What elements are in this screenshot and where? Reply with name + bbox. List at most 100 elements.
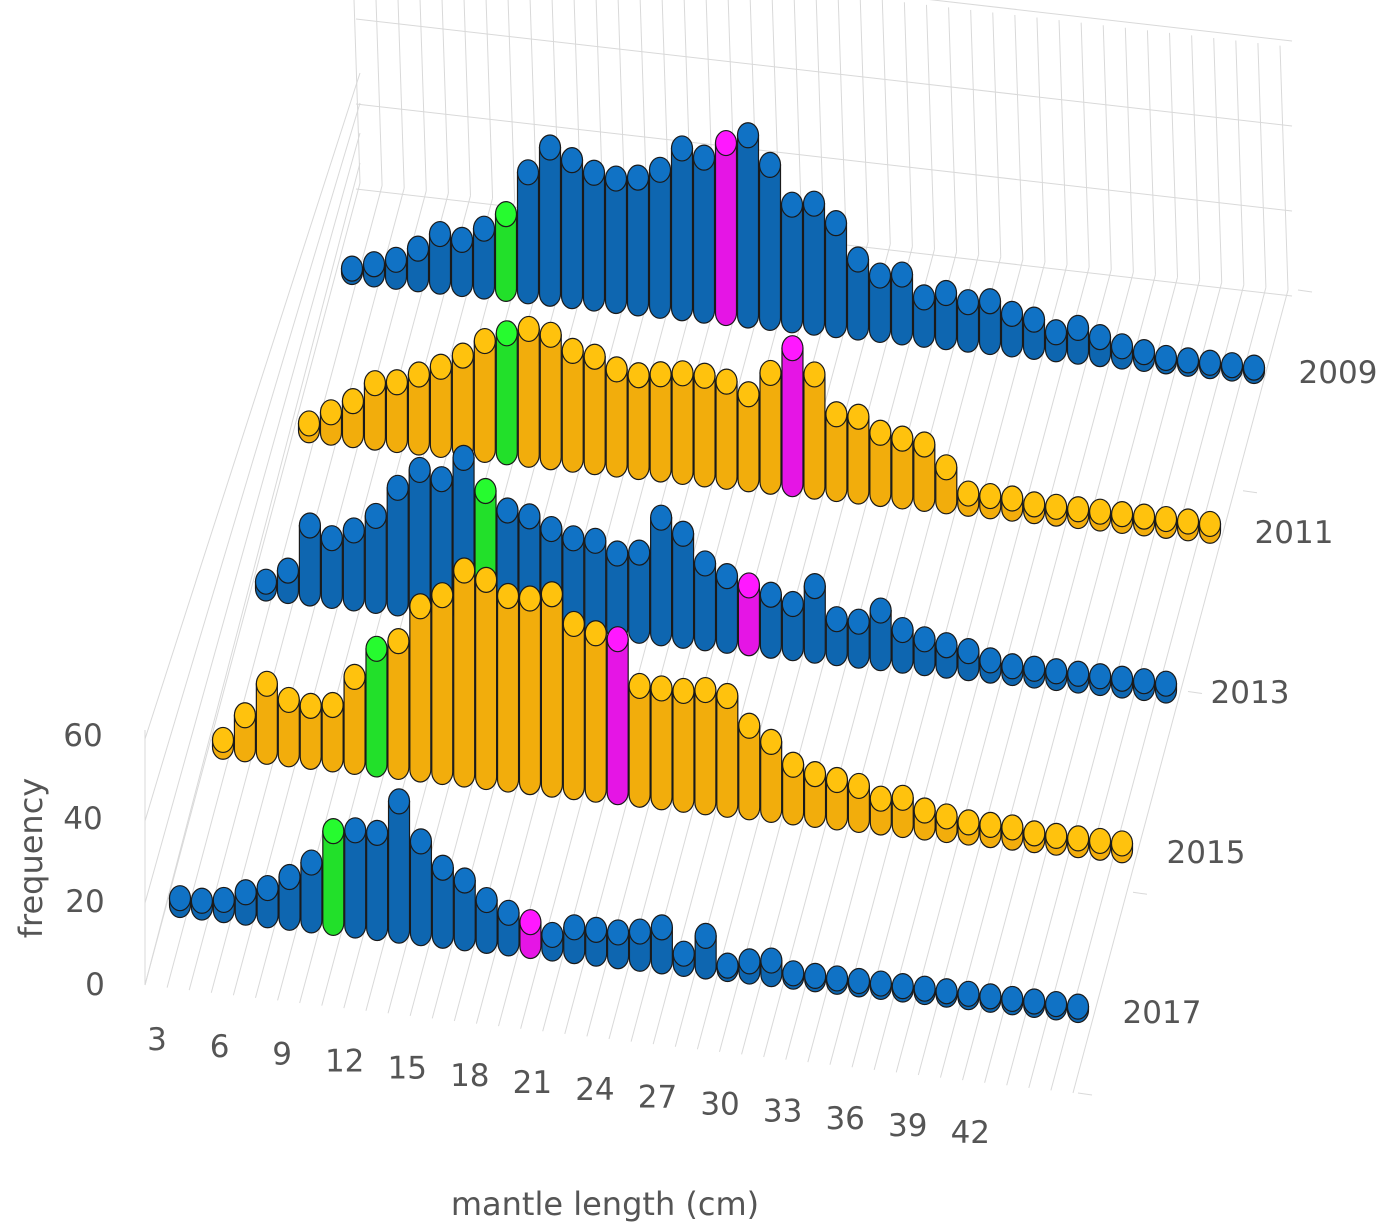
series-label: 2013 — [1211, 675, 1290, 711]
bar — [869, 419, 892, 508]
bar-top — [758, 151, 782, 178]
bar-body — [321, 704, 344, 773]
bar-top — [582, 159, 606, 186]
bar-body — [364, 515, 387, 615]
bar-top — [1001, 653, 1024, 680]
bar-top — [891, 425, 914, 452]
bar-top — [562, 610, 585, 638]
bar-top — [494, 201, 518, 228]
bar-body — [605, 368, 628, 478]
bar-top — [694, 922, 717, 949]
bar-top — [803, 572, 826, 600]
bar-top — [1089, 498, 1112, 525]
bar-top — [256, 874, 279, 902]
back-wall-grid-line — [925, 4, 935, 250]
bar-top — [1110, 830, 1134, 857]
bar-body — [473, 340, 496, 463]
bar — [1198, 349, 1222, 380]
bar-top — [891, 784, 914, 811]
bar — [803, 361, 826, 500]
bar-top — [671, 360, 694, 387]
bar-top — [1023, 820, 1046, 847]
bar — [340, 255, 364, 286]
bar-top — [1045, 493, 1068, 520]
back-wall-grid-line — [1257, 43, 1267, 288]
series-label: 2017 — [1123, 995, 1202, 1031]
bar-top — [825, 401, 848, 428]
bar-top — [254, 568, 278, 595]
bar — [1198, 510, 1222, 544]
bar-body — [409, 605, 432, 783]
bar-top — [1067, 825, 1090, 852]
bar-top — [912, 284, 936, 311]
bar-top — [738, 948, 761, 975]
bar — [802, 190, 826, 336]
bar — [429, 353, 452, 459]
bar-top — [450, 226, 474, 253]
bar-top — [692, 144, 716, 171]
bar — [472, 215, 496, 300]
bar-top — [869, 785, 892, 812]
bar-body — [584, 632, 607, 803]
bar — [736, 122, 760, 329]
bar — [913, 975, 936, 1006]
bar-top — [475, 886, 498, 914]
back-wall-grid-line — [375, 0, 383, 186]
back-wall-grid-line — [1213, 37, 1223, 283]
bar-top — [802, 190, 826, 217]
bar-top — [957, 638, 980, 665]
bar-top — [1198, 349, 1222, 376]
bar-body — [453, 569, 476, 788]
bar-top — [913, 797, 936, 824]
bar — [1044, 319, 1068, 363]
bar-top — [628, 539, 651, 566]
bar-top — [366, 819, 389, 846]
back-wall-grid-line — [837, 0, 847, 240]
bar — [300, 849, 323, 934]
bar-body — [322, 830, 345, 937]
bar-top — [387, 628, 410, 655]
floor-grid-line — [144, 182, 361, 986]
bar-body — [386, 487, 409, 617]
bar-body — [472, 228, 496, 300]
bar-body — [387, 800, 411, 944]
bar-top — [451, 342, 474, 369]
bar-top — [541, 921, 564, 949]
bar-body — [714, 142, 738, 327]
bar — [1066, 314, 1090, 365]
bar-top — [847, 772, 870, 800]
bar-body — [869, 609, 892, 672]
bar — [539, 321, 562, 471]
side-wall-level-line — [144, 132, 361, 904]
back-wall-grid-line — [793, 0, 803, 234]
bar-top — [429, 353, 452, 380]
bar-top — [957, 809, 980, 836]
bar-body — [694, 689, 717, 816]
bar-top — [672, 677, 695, 705]
bar — [1066, 993, 1090, 1024]
bar — [672, 940, 695, 977]
bar — [256, 874, 279, 929]
bar — [1088, 827, 1112, 861]
bar — [541, 921, 564, 962]
bar-top — [539, 321, 562, 348]
x-tick-label: 3 — [147, 1022, 167, 1058]
bar-body — [342, 529, 365, 612]
bar — [1110, 333, 1134, 370]
bar — [935, 454, 958, 515]
bar-top — [628, 672, 651, 700]
bar-body — [451, 355, 474, 461]
bar — [341, 388, 365, 449]
bar — [781, 335, 804, 498]
x-tick-label: 15 — [388, 1051, 427, 1087]
bar — [362, 251, 386, 288]
bar-body — [824, 222, 848, 339]
bar-top — [562, 525, 585, 552]
bar-top — [1132, 503, 1156, 530]
bar-top — [518, 585, 542, 612]
bar-top — [1067, 496, 1090, 523]
bar — [737, 381, 760, 493]
bar-top — [891, 616, 914, 644]
bar-top — [978, 288, 1002, 315]
